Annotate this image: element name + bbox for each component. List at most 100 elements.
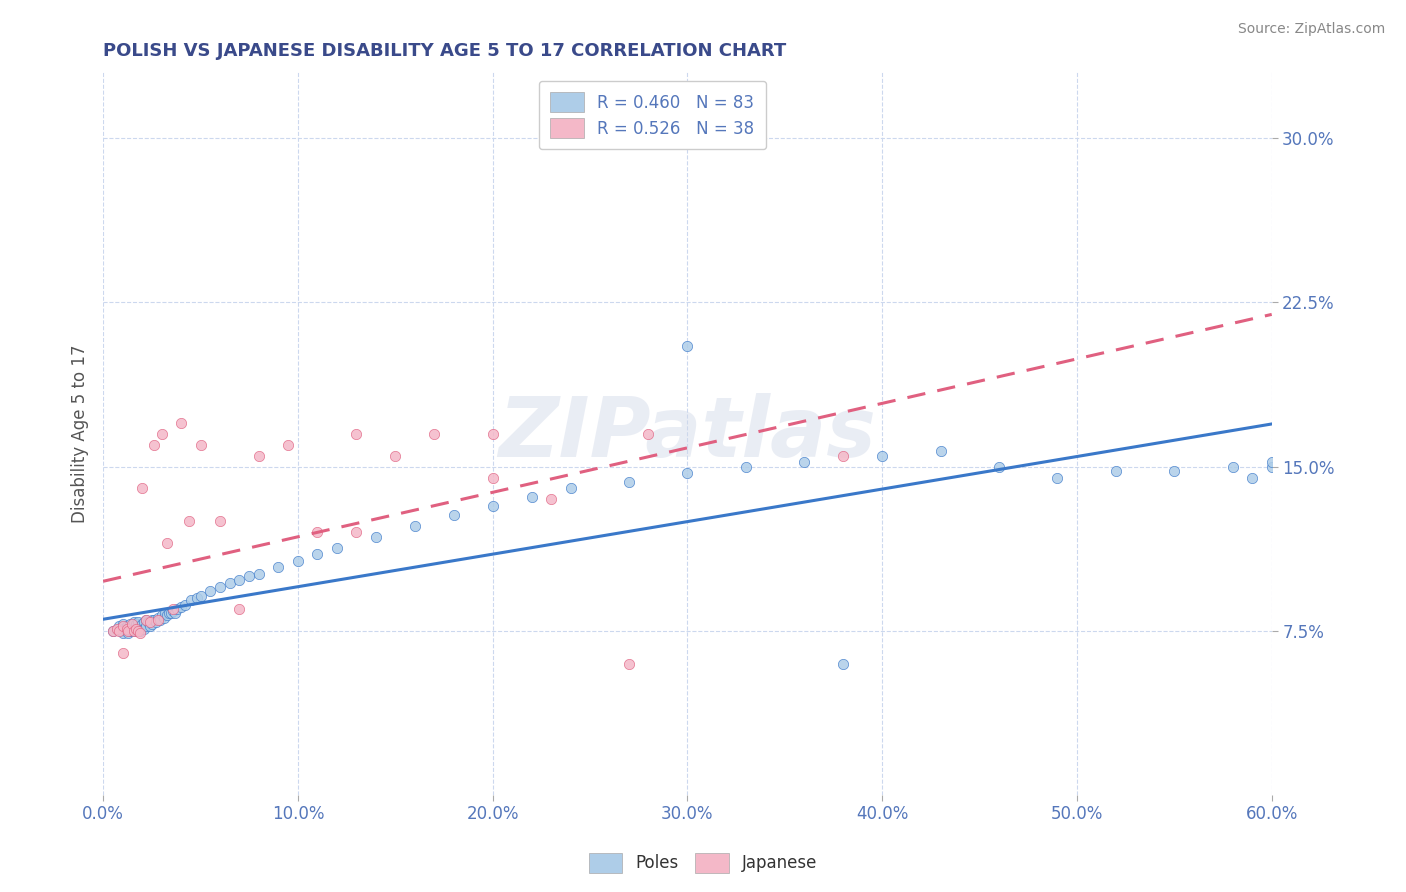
Point — [832, 449, 855, 463]
Point — [180, 593, 202, 607]
Point — [121, 619, 143, 633]
Point — [115, 624, 138, 638]
Point — [166, 602, 188, 616]
Point — [307, 525, 329, 540]
Point — [617, 657, 640, 671]
Point — [125, 617, 148, 632]
Point — [988, 459, 1011, 474]
Point — [135, 613, 157, 627]
Point — [131, 622, 153, 636]
Point — [676, 339, 699, 353]
Point — [1046, 470, 1069, 484]
Point — [105, 622, 128, 636]
Point — [443, 508, 465, 522]
Point — [793, 455, 815, 469]
Point — [247, 449, 270, 463]
Point — [111, 617, 134, 632]
Point — [131, 617, 153, 632]
Point — [135, 613, 157, 627]
Point — [127, 615, 149, 629]
Point — [156, 608, 179, 623]
Point — [174, 598, 197, 612]
Point — [139, 619, 162, 633]
Point — [218, 575, 240, 590]
Point — [1241, 470, 1264, 484]
Point — [177, 514, 200, 528]
Point — [287, 554, 309, 568]
Point — [117, 622, 139, 636]
Point — [186, 591, 208, 605]
Point — [131, 482, 153, 496]
Legend: R = 0.460   N = 83, R = 0.526   N = 38: R = 0.460 N = 83, R = 0.526 N = 38 — [538, 81, 766, 149]
Point — [152, 610, 174, 624]
Point — [637, 426, 659, 441]
Point — [228, 574, 250, 588]
Point — [344, 426, 367, 441]
Point — [142, 438, 165, 452]
Point — [120, 624, 142, 638]
Point — [200, 584, 222, 599]
Point — [190, 438, 212, 452]
Point — [384, 449, 406, 463]
Point — [146, 613, 169, 627]
Point — [734, 459, 756, 474]
Point — [481, 426, 503, 441]
Point — [111, 622, 134, 636]
Point — [121, 624, 143, 638]
Point — [125, 622, 148, 636]
Point — [1163, 464, 1185, 478]
Point — [247, 566, 270, 581]
Point — [115, 622, 138, 636]
Point — [117, 624, 139, 638]
Point — [520, 490, 543, 504]
Point — [155, 607, 177, 621]
Point — [1222, 459, 1244, 474]
Point — [105, 622, 128, 636]
Point — [307, 547, 329, 561]
Point — [132, 615, 155, 629]
Point — [115, 619, 138, 633]
Text: Source: ZipAtlas.com: Source: ZipAtlas.com — [1237, 22, 1385, 37]
Point — [1105, 464, 1128, 478]
Point — [929, 444, 952, 458]
Point — [132, 622, 155, 636]
Point — [870, 449, 893, 463]
Point — [190, 589, 212, 603]
Point — [160, 607, 183, 621]
Point — [676, 466, 699, 480]
Point — [156, 536, 179, 550]
Point — [124, 615, 146, 629]
Point — [481, 470, 503, 484]
Point — [170, 599, 193, 614]
Point — [364, 530, 387, 544]
Point — [344, 525, 367, 540]
Point — [150, 608, 173, 623]
Point — [101, 624, 124, 638]
Point — [111, 646, 134, 660]
Point — [129, 619, 152, 633]
Point — [124, 622, 146, 636]
Point — [1260, 459, 1282, 474]
Point — [107, 624, 129, 638]
Point — [111, 619, 134, 633]
Point — [124, 624, 146, 638]
Point — [129, 624, 152, 638]
Point — [170, 416, 193, 430]
Point — [129, 626, 152, 640]
Point — [267, 560, 290, 574]
Point — [404, 518, 426, 533]
Point — [481, 499, 503, 513]
Point — [162, 604, 184, 618]
Point — [617, 475, 640, 489]
Point — [1260, 455, 1282, 469]
Text: ZIPatlas: ZIPatlas — [499, 393, 876, 475]
Point — [142, 613, 165, 627]
Point — [149, 613, 172, 627]
Point — [139, 615, 162, 629]
Point — [208, 514, 231, 528]
Point — [127, 622, 149, 636]
Point — [127, 624, 149, 638]
Point — [423, 426, 446, 441]
Point — [111, 626, 134, 640]
Point — [120, 617, 142, 632]
